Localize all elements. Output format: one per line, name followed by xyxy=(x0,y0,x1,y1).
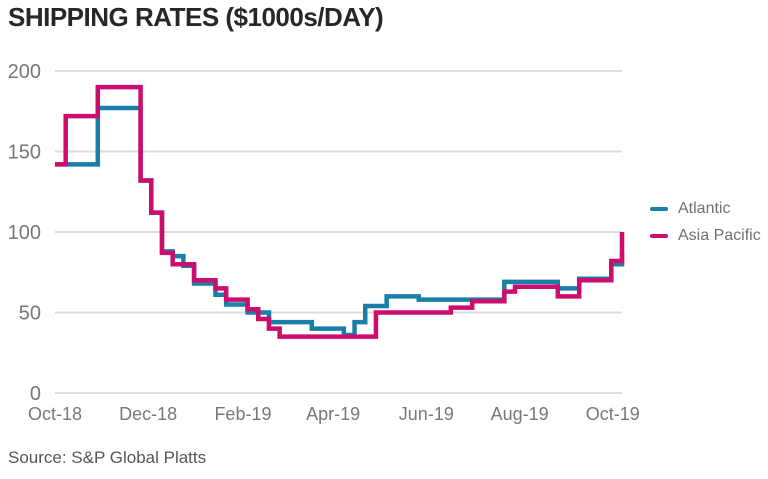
asia-pacific-line-swatch-icon xyxy=(650,234,668,238)
x-axis-tick-label: Feb-19 xyxy=(214,404,271,424)
x-axis-tick-label: Oct-18 xyxy=(28,404,82,424)
y-axis-tick-label: 150 xyxy=(8,142,41,164)
legend-item-atlantic: Atlantic xyxy=(650,200,761,218)
page-title: SHIPPING RATES ($1000s/DAY) xyxy=(8,2,384,32)
x-axis-tick-label: Jun-19 xyxy=(399,404,454,424)
legend-item-asia-pacific: Asia Pacific xyxy=(650,227,761,245)
y-axis-tick-label: 50 xyxy=(19,303,41,325)
x-axis-tick-label: Aug-19 xyxy=(491,404,549,424)
y-axis-tick-label: 200 xyxy=(8,61,41,83)
source-attribution: Source: S&P Global Platts xyxy=(8,448,207,467)
legend-label-asia-pacific: Asia Pacific xyxy=(678,227,761,244)
x-axis-tick-label: Apr-19 xyxy=(306,404,360,424)
series-line-asia-pacific xyxy=(55,84,625,339)
x-axis-tick-label: Dec-18 xyxy=(119,404,177,424)
x-axis-tick-label: Oct-19 xyxy=(586,404,640,424)
atlantic-line-swatch-icon xyxy=(650,207,668,211)
chart-legend: Atlantic Asia Pacific xyxy=(650,200,761,245)
y-axis-tick-label: 0 xyxy=(30,383,41,405)
legend-label-atlantic: Atlantic xyxy=(678,200,731,217)
y-axis-tick-label: 100 xyxy=(8,222,41,244)
